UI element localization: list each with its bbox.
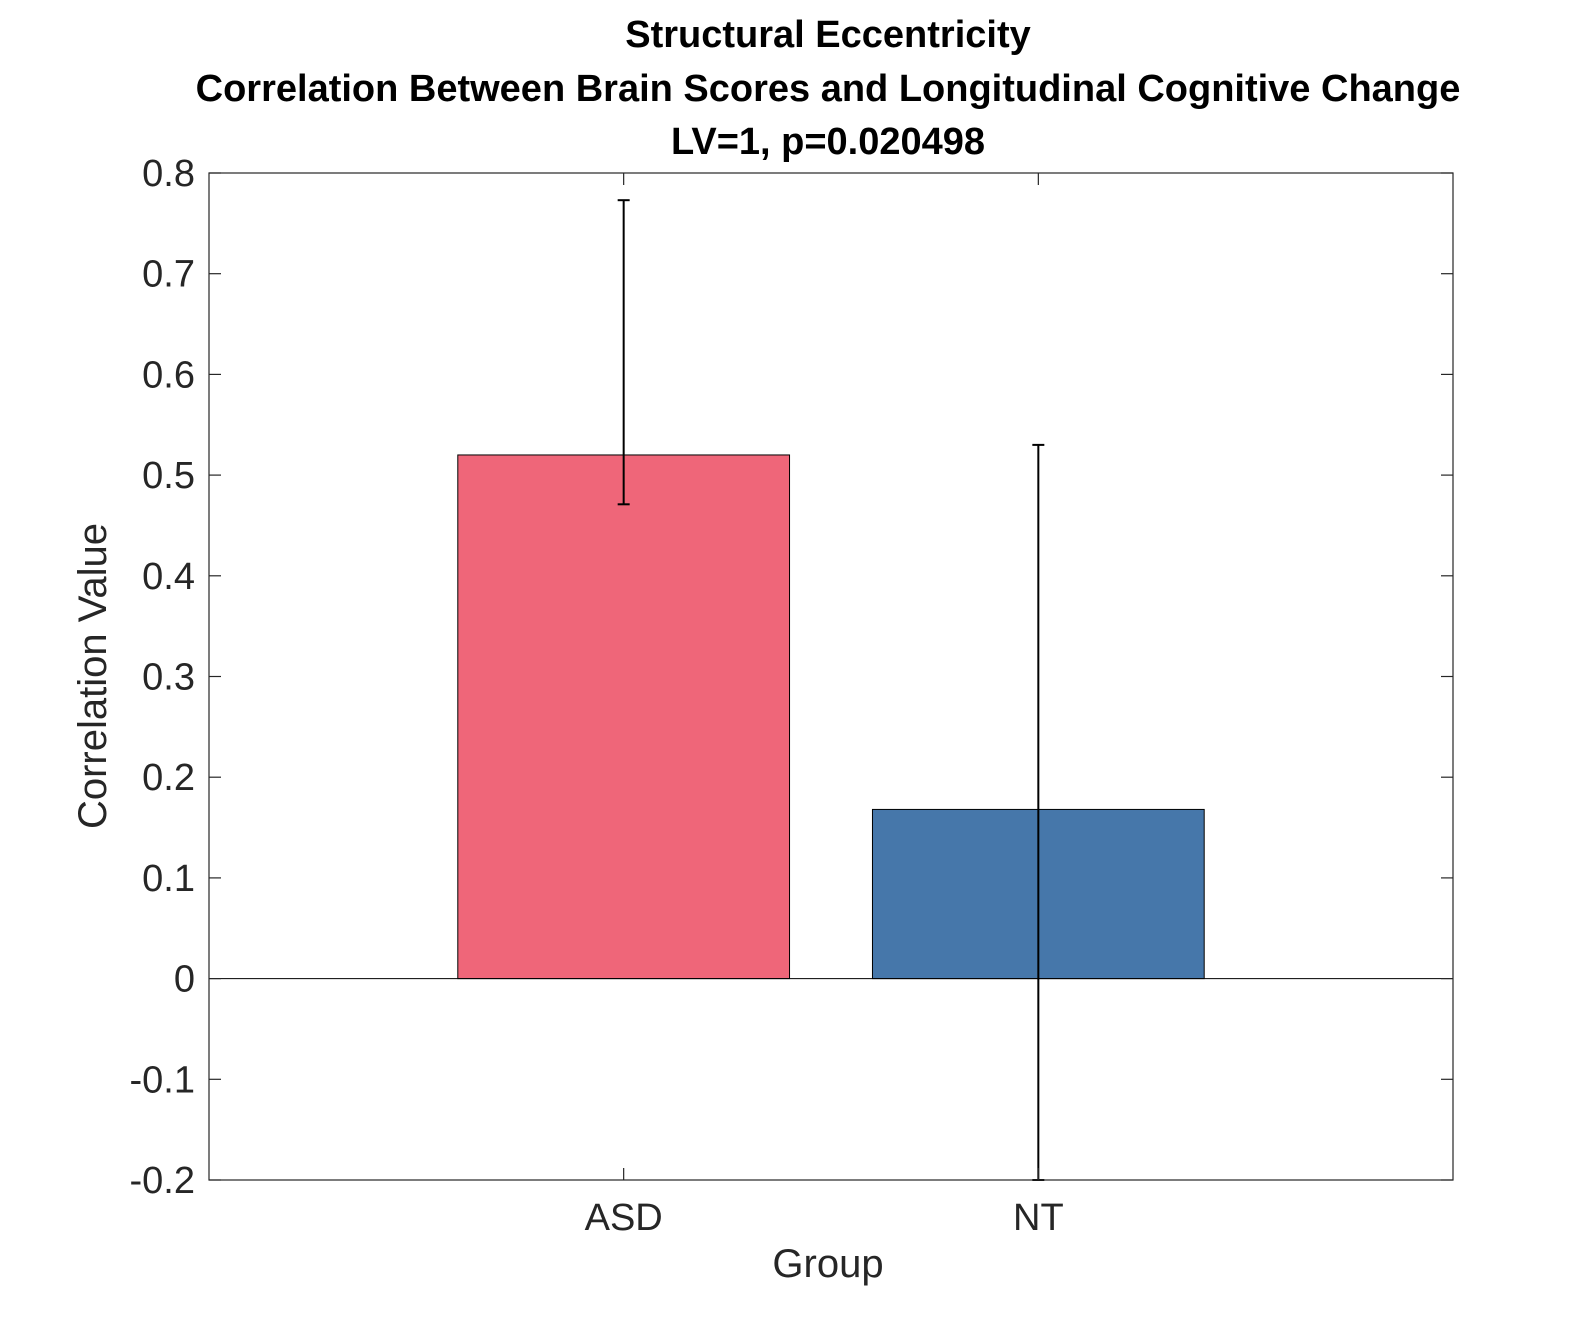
y-tick-label: 0.1 xyxy=(142,858,195,900)
y-tick-label: 0.4 xyxy=(142,556,195,598)
y-axis-label: Correlation Value xyxy=(71,523,115,829)
y-tick-label: -0.2 xyxy=(130,1160,195,1202)
y-tick-label: 0.8 xyxy=(142,153,195,195)
x-tick-label-asd: ASD xyxy=(585,1197,663,1239)
y-tick-label: 0 xyxy=(174,959,195,1001)
error-bar-asd xyxy=(617,199,630,506)
x-tick-label-nt: NT xyxy=(1013,1197,1064,1239)
title-line-3: LV=1, p=0.020498 xyxy=(671,121,985,163)
chart-title: Structural Eccentricity Correlation Betw… xyxy=(196,14,1461,163)
bar-asd xyxy=(457,454,791,980)
y-tick-label: 0.6 xyxy=(142,354,195,396)
y-tick-label: 0.7 xyxy=(142,254,195,296)
bars-layer xyxy=(457,454,1205,980)
title-line-2: Correlation Between Brain Scores and Lon… xyxy=(196,68,1461,110)
x-axis-label: Group xyxy=(772,1242,883,1286)
plot-frame xyxy=(208,172,1454,1181)
y-tick-label: 0.5 xyxy=(142,455,195,497)
y-tick-label: 0.2 xyxy=(142,757,195,799)
axes-layer xyxy=(208,172,1454,1181)
y-tick-label: 0.3 xyxy=(142,657,195,699)
ticks-layer: -0.2 -0.1 0 0.1 0.2 0.3 0.4 0.5 0.6 0.7 0.8 ASD NT xyxy=(130,153,1453,1239)
title-line-1: Structural Eccentricity xyxy=(625,14,1030,56)
y-tick-label: -0.1 xyxy=(130,1059,195,1101)
